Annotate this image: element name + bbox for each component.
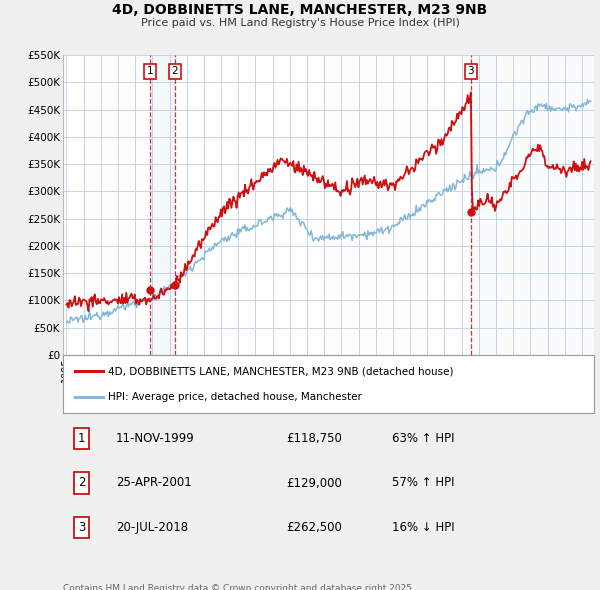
Text: Contains HM Land Registry data © Crown copyright and database right 2025.
This d: Contains HM Land Registry data © Crown c… (63, 584, 415, 590)
Text: 3: 3 (78, 522, 85, 535)
Text: 1: 1 (78, 432, 85, 445)
Text: £129,000: £129,000 (286, 477, 342, 490)
Text: 20-JUL-2018: 20-JUL-2018 (116, 522, 188, 535)
Text: 2: 2 (172, 66, 178, 76)
Text: 63% ↑ HPI: 63% ↑ HPI (392, 432, 455, 445)
Text: 2: 2 (78, 477, 85, 490)
Text: Price paid vs. HM Land Registry's House Price Index (HPI): Price paid vs. HM Land Registry's House … (140, 18, 460, 28)
Text: 4D, DOBBINETTS LANE, MANCHESTER, M23 9NB: 4D, DOBBINETTS LANE, MANCHESTER, M23 9NB (112, 3, 488, 17)
Text: HPI: Average price, detached house, Manchester: HPI: Average price, detached house, Manc… (108, 392, 362, 402)
Text: 1: 1 (147, 66, 154, 76)
Text: £118,750: £118,750 (286, 432, 342, 445)
Text: 16% ↓ HPI: 16% ↓ HPI (392, 522, 455, 535)
Text: 3: 3 (467, 66, 474, 76)
Text: 25-APR-2001: 25-APR-2001 (116, 477, 192, 490)
Text: 4D, DOBBINETTS LANE, MANCHESTER, M23 9NB (detached house): 4D, DOBBINETTS LANE, MANCHESTER, M23 9NB… (108, 366, 454, 376)
Text: 11-NOV-1999: 11-NOV-1999 (116, 432, 195, 445)
Bar (150, 55, 175, 355)
Bar (471, 55, 594, 355)
Text: £262,500: £262,500 (286, 522, 342, 535)
Text: 57% ↑ HPI: 57% ↑ HPI (392, 477, 455, 490)
